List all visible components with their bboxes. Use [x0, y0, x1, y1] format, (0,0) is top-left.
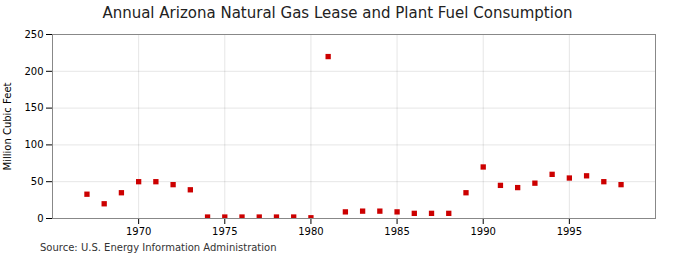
- html-text:Annual Arizona Natural Gas Lea: Annual Arizona Natural Gas Lease and Pla…: [102, 4, 573, 22]
- svg-text:250: 250: [24, 29, 43, 40]
- svg-text:150: 150: [24, 102, 43, 113]
- svg-text:200: 200: [24, 66, 43, 77]
- svg-text:0: 0: [37, 213, 43, 224]
- svg-text:1995: 1995: [557, 226, 582, 237]
- svg-text:1985: 1985: [384, 226, 409, 237]
- svg-text:100: 100: [24, 139, 43, 150]
- svg-text:1990: 1990: [470, 226, 495, 237]
- svg-text:Million Cubic Feet: Million Cubic Feet: [2, 82, 13, 170]
- svg-text:1980: 1980: [298, 226, 323, 237]
- svg-text:1970: 1970: [126, 226, 151, 237]
- svg-text:1975: 1975: [212, 226, 237, 237]
- html-text:Source: U.S. Energy Informatio: Source: U.S. Energy Information Administ…: [40, 242, 277, 253]
- svg-text:50: 50: [31, 176, 44, 187]
